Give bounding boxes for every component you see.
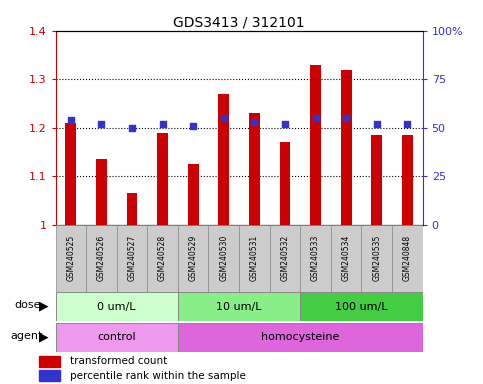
Bar (39, 371, 60, 381)
Point (67, 117, 75, 123)
Bar (157, 132, 168, 225)
Text: ▶: ▶ (39, 300, 48, 313)
Bar (56, 292, 178, 321)
Bar (66, 123, 76, 225)
Title: GDS3413 / 312101: GDS3413 / 312101 (173, 16, 305, 30)
Text: ▶: ▶ (39, 330, 48, 343)
Bar (280, 142, 290, 225)
Bar (239, 225, 270, 292)
Bar (86, 225, 117, 292)
Text: GSM240534: GSM240534 (341, 235, 351, 281)
Text: homocysteine: homocysteine (261, 332, 340, 343)
Point (373, 121, 381, 127)
Bar (218, 94, 229, 225)
Point (98, 121, 105, 127)
Bar (392, 225, 423, 292)
Bar (188, 164, 199, 225)
Text: 10 um/L: 10 um/L (216, 301, 262, 312)
Bar (371, 135, 382, 225)
Text: GSM240530: GSM240530 (219, 235, 228, 281)
Text: GSM240526: GSM240526 (97, 235, 106, 281)
Bar (310, 65, 321, 225)
Bar (56, 225, 86, 292)
Bar (117, 225, 147, 292)
Bar (178, 292, 300, 321)
Bar (341, 70, 352, 225)
Text: GSM240848: GSM240848 (403, 235, 412, 281)
Text: GSM240528: GSM240528 (158, 235, 167, 281)
Point (159, 121, 167, 127)
Text: GSM240532: GSM240532 (281, 235, 289, 281)
Bar (402, 135, 412, 225)
Text: GSM240525: GSM240525 (66, 235, 75, 281)
Point (189, 122, 197, 129)
Bar (147, 225, 178, 292)
Bar (178, 225, 209, 292)
Text: percentile rank within the sample: percentile rank within the sample (70, 371, 246, 381)
Text: 0 um/L: 0 um/L (98, 301, 136, 312)
Point (128, 125, 136, 131)
Text: GSM240535: GSM240535 (372, 235, 381, 281)
Text: GSM240531: GSM240531 (250, 235, 259, 281)
Bar (300, 292, 423, 321)
Point (342, 115, 350, 121)
Bar (270, 225, 300, 292)
Text: agent: agent (10, 331, 43, 341)
Bar (96, 159, 107, 225)
Text: GSM240527: GSM240527 (128, 235, 137, 281)
Text: GSM240529: GSM240529 (189, 235, 198, 281)
Text: 100 um/L: 100 um/L (335, 301, 388, 312)
Bar (331, 225, 361, 292)
Bar (39, 356, 60, 367)
Text: control: control (98, 332, 136, 343)
Point (251, 119, 258, 125)
Text: transformed count: transformed count (70, 356, 167, 366)
Bar (249, 113, 260, 225)
Point (220, 115, 227, 121)
Text: dose: dose (14, 300, 41, 310)
Bar (178, 323, 423, 352)
Point (281, 121, 289, 127)
Text: GSM240533: GSM240533 (311, 235, 320, 281)
Bar (209, 225, 239, 292)
Point (403, 121, 411, 127)
Bar (361, 225, 392, 292)
Point (312, 115, 319, 121)
Bar (127, 193, 137, 225)
Bar (56, 323, 178, 352)
Bar (300, 225, 331, 292)
